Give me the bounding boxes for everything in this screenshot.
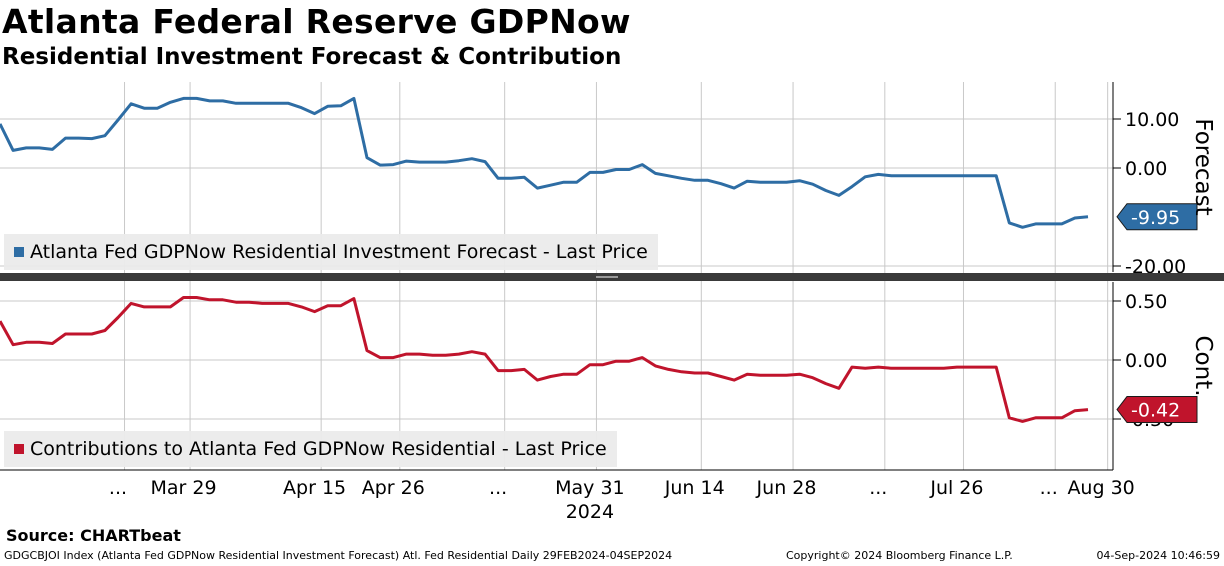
x-tick-label: Apr 15	[283, 477, 346, 499]
y-tick-label: 0.50	[1125, 291, 1167, 313]
x-tick-label: Aug 30	[1067, 477, 1134, 499]
x-tick-label: ...	[1040, 477, 1058, 499]
legend-swatch-forecast	[14, 247, 24, 257]
chart-title: Atlanta Federal Reserve GDPNow	[2, 2, 631, 41]
y-axis-title-forecast: Forecast	[1190, 118, 1216, 215]
x-tick-label: Jul 26	[929, 477, 983, 499]
x-tick-label: Mar 29	[150, 477, 216, 499]
legend-label-forecast: Atlanta Fed GDPNow Residential Investmen…	[30, 241, 648, 263]
legend-label-contribution: Contributions to Atlanta Fed GDPNow Resi…	[30, 438, 607, 460]
x-axis-year-label: 2024	[566, 501, 614, 523]
legend-contribution: Contributions to Atlanta Fed GDPNow Resi…	[4, 431, 617, 467]
y-tick-label: 0.00	[1125, 158, 1167, 180]
y-tick-label: 10.00	[1125, 109, 1179, 131]
panel-divider-grip	[596, 276, 618, 278]
y-tick-label: 0.00	[1125, 350, 1167, 372]
contribution-series-line	[0, 296, 1089, 423]
legend-swatch-contribution	[14, 444, 24, 454]
legend-forecast: Atlanta Fed GDPNow Residential Investmen…	[4, 234, 658, 270]
forecast-last-value-tag	[1116, 203, 1198, 231]
x-tick-label: Jun 28	[756, 477, 817, 499]
chart-subtitle: Residential Investment Forecast & Contri…	[2, 44, 622, 70]
footer-timestamp: 04-Sep-2024 10:46:59	[1096, 549, 1220, 562]
x-tick-label: Apr 26	[362, 477, 425, 499]
footer-copyright: Copyright© 2024 Bloomberg Finance L.P.	[786, 549, 1013, 562]
footer-ticker: GDGCBJOI Index (Atlanta Fed GDPNow Resid…	[4, 549, 673, 562]
x-tick-label: Jun 14	[664, 477, 725, 499]
y-axis-title-contribution: Cont.	[1190, 335, 1216, 396]
x-tick-label: ...	[869, 477, 887, 499]
x-tick-label: ...	[109, 477, 127, 499]
contribution-last-value-label: -0.42	[1131, 400, 1180, 422]
x-tick-label: ...	[489, 477, 507, 499]
forecast-last-value-label: -9.95	[1131, 207, 1180, 229]
forecast-series-line	[0, 96, 1089, 229]
x-tick-label: May 31	[555, 477, 625, 499]
contribution-last-value-tag	[1116, 396, 1198, 424]
y-tick-label: -20.00	[1125, 256, 1186, 278]
source-note: Source: CHARTbeat	[6, 526, 181, 545]
